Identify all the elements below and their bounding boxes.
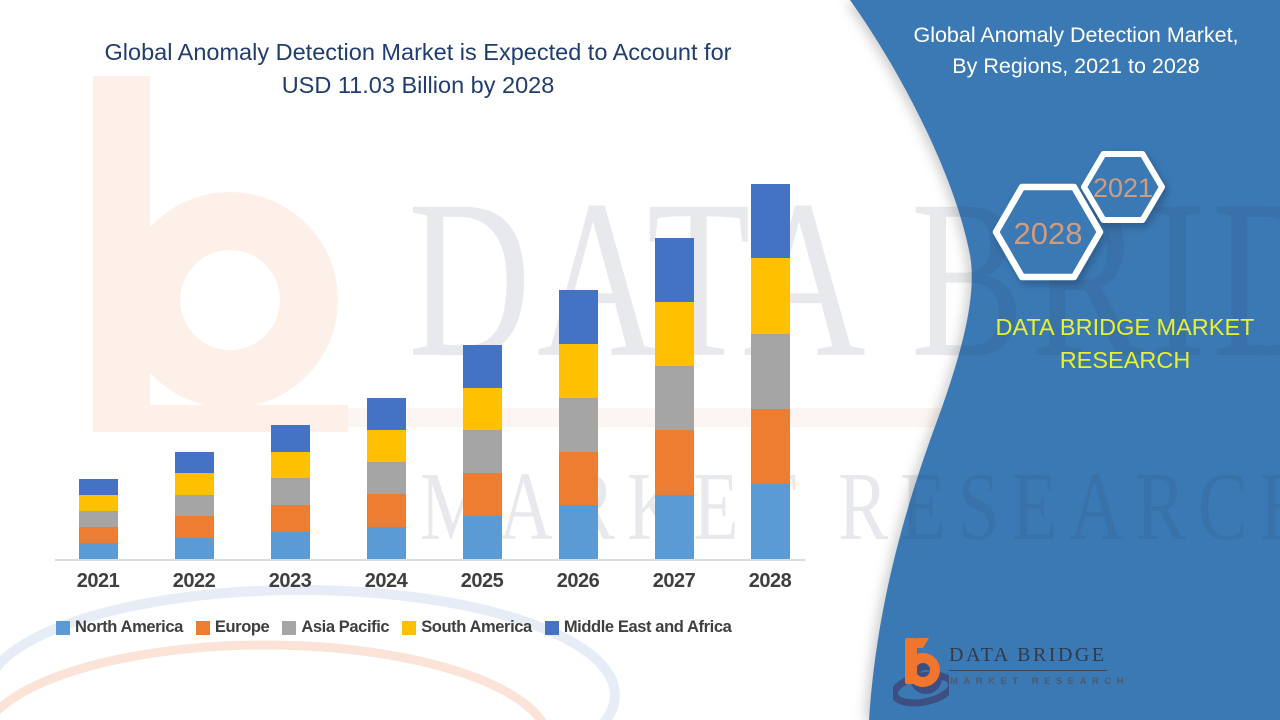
bar-segment-2027-south-america — [654, 301, 694, 367]
legend-item-north-america: North America — [56, 618, 183, 637]
brand-caption-line2: RESEARCH — [1059, 347, 1191, 373]
x-axis-label-2023: 2023 — [268, 570, 312, 592]
bar-segment-2028-europe — [750, 408, 790, 484]
page-title-line2: USD 11.03 Billion by 2028 — [281, 72, 555, 98]
bar-segment-2023-europe — [270, 505, 310, 533]
bar-segment-2021-south-america — [78, 495, 118, 512]
panel-title-line2: By Regions, 2021 to 2028 — [952, 54, 1200, 78]
databridge-logo-tagline: MARKET RESEARCH — [950, 676, 1130, 687]
panel-title-line1: Global Anomaly Detection Market, — [913, 23, 1239, 47]
bar-segment-2027-europe — [654, 430, 694, 495]
x-axis-label-2021: 2021 — [76, 570, 120, 592]
bar-segment-2028-asia-pacific — [750, 333, 790, 409]
x-axis-label-2025: 2025 — [460, 570, 504, 592]
databridge-logo-name: DATA BRIDGE — [949, 644, 1107, 671]
bar-segment-2026-asia-pacific — [558, 397, 598, 452]
bar-segment-2027-north-america — [654, 494, 694, 559]
bar-segment-2024-south-america — [366, 429, 406, 463]
legend-item-asia-pacific: Asia Pacific — [282, 618, 390, 637]
hexagon-2021-label: 2021 — [1092, 173, 1154, 203]
bar-segment-2023-south-america — [270, 451, 310, 479]
logo-b-bowl — [906, 653, 940, 687]
brand-caption: DATA BRIDGE MARKET RESEARCH — [970, 311, 1280, 377]
legend-label: South America — [421, 618, 532, 636]
bar-segment-2026-europe — [558, 451, 598, 506]
logo-swoosh — [893, 671, 949, 707]
legend-marker-icon — [544, 620, 559, 635]
legend-item-europe: Europe — [195, 618, 270, 637]
brand-caption-line1: DATA BRIDGE MARKET — [995, 314, 1255, 340]
bar-segment-2025-south-america — [462, 387, 502, 431]
bar-segment-2023-asia-pacific — [270, 478, 310, 506]
page-title-line1: Global Anomaly Detection Market is Expec… — [104, 39, 732, 65]
watermark-b-bowl — [121, 192, 338, 408]
bar-segment-2021-middle-east-and-africa — [78, 479, 118, 496]
logo-b-flag — [917, 638, 929, 648]
bar-segment-2025-north-america — [462, 516, 502, 559]
legend-label: Asia Pacific — [301, 618, 390, 636]
hexagon-2028-label: 2028 — [1013, 216, 1083, 251]
bar-segment-2021-europe — [78, 527, 118, 543]
x-axis-label-2028: 2028 — [748, 570, 792, 592]
bar-segment-2028-north-america — [750, 483, 790, 559]
bar-segment-2023-north-america — [270, 532, 310, 559]
x-axis-line — [55, 559, 805, 561]
legend-marker-icon — [56, 620, 70, 635]
panel-title: Global Anomaly Detection Market, By Regi… — [880, 20, 1272, 82]
legend-label: Europe — [214, 618, 270, 636]
bar-segment-2022-north-america — [174, 537, 214, 559]
bar-segment-2025-europe — [462, 473, 502, 517]
chart-legend: North America Europe Asia Pacific South Ame… — [56, 618, 744, 637]
bar-segment-2025-asia-pacific — [462, 430, 502, 474]
bar-segment-2024-north-america — [366, 526, 406, 559]
bar-segment-2028-south-america — [750, 258, 790, 334]
watermark-swoosh-blue — [0, 585, 620, 720]
watermark-swoosh-red — [0, 640, 547, 720]
bar-segment-2027-middle-east-and-africa — [654, 237, 694, 302]
hexagon-2028 — [992, 183, 1104, 281]
databridge-logo-icon — [893, 638, 949, 707]
bar-segment-2024-asia-pacific — [366, 462, 406, 495]
legend-item-middle-east-and-africa: Middle East and Africa — [544, 618, 732, 637]
bar-segment-2022-south-america — [174, 473, 214, 495]
bar-segment-2022-asia-pacific — [174, 494, 214, 517]
bar-segment-2028-middle-east-and-africa — [750, 183, 790, 259]
bar-segment-2021-north-america — [78, 543, 118, 559]
bar-segment-2024-middle-east-and-africa — [366, 397, 406, 430]
legend-marker-icon — [282, 620, 297, 635]
x-axis-label-2022: 2022 — [172, 570, 216, 592]
bar-segment-2026-south-america — [558, 344, 598, 398]
bar-segment-2026-north-america — [558, 505, 598, 559]
bar-segment-2022-europe — [174, 516, 214, 538]
x-axis-label-2027: 2027 — [652, 570, 696, 592]
bar-segment-2022-middle-east-and-africa — [174, 451, 214, 474]
x-axis-label-2026: 2026 — [556, 570, 600, 592]
bar-segment-2023-middle-east-and-africa — [270, 424, 310, 452]
legend-marker-icon — [402, 620, 417, 635]
blue-panel-shape — [850, 0, 1280, 720]
bar-segment-2027-asia-pacific — [654, 366, 694, 431]
legend-marker-icon — [195, 620, 210, 635]
page-title: Global Anomaly Detection Market is Expec… — [62, 36, 774, 102]
legend-label: North America — [75, 618, 183, 636]
bar-segment-2024-europe — [366, 494, 406, 527]
hexagon-2021 — [1081, 151, 1165, 223]
bar-segment-2026-middle-east-and-africa — [558, 290, 598, 345]
bar-segment-2021-asia-pacific — [78, 511, 118, 528]
legend-label: Middle East and Africa — [563, 618, 732, 636]
bar-segment-2025-middle-east-and-africa — [462, 344, 502, 388]
legend-item-south-america: South America — [402, 618, 532, 637]
x-axis-label-2024: 2024 — [364, 570, 408, 592]
databridge-logo: DATA BRIDGE MARKET RESEARCH — [893, 632, 1133, 712]
